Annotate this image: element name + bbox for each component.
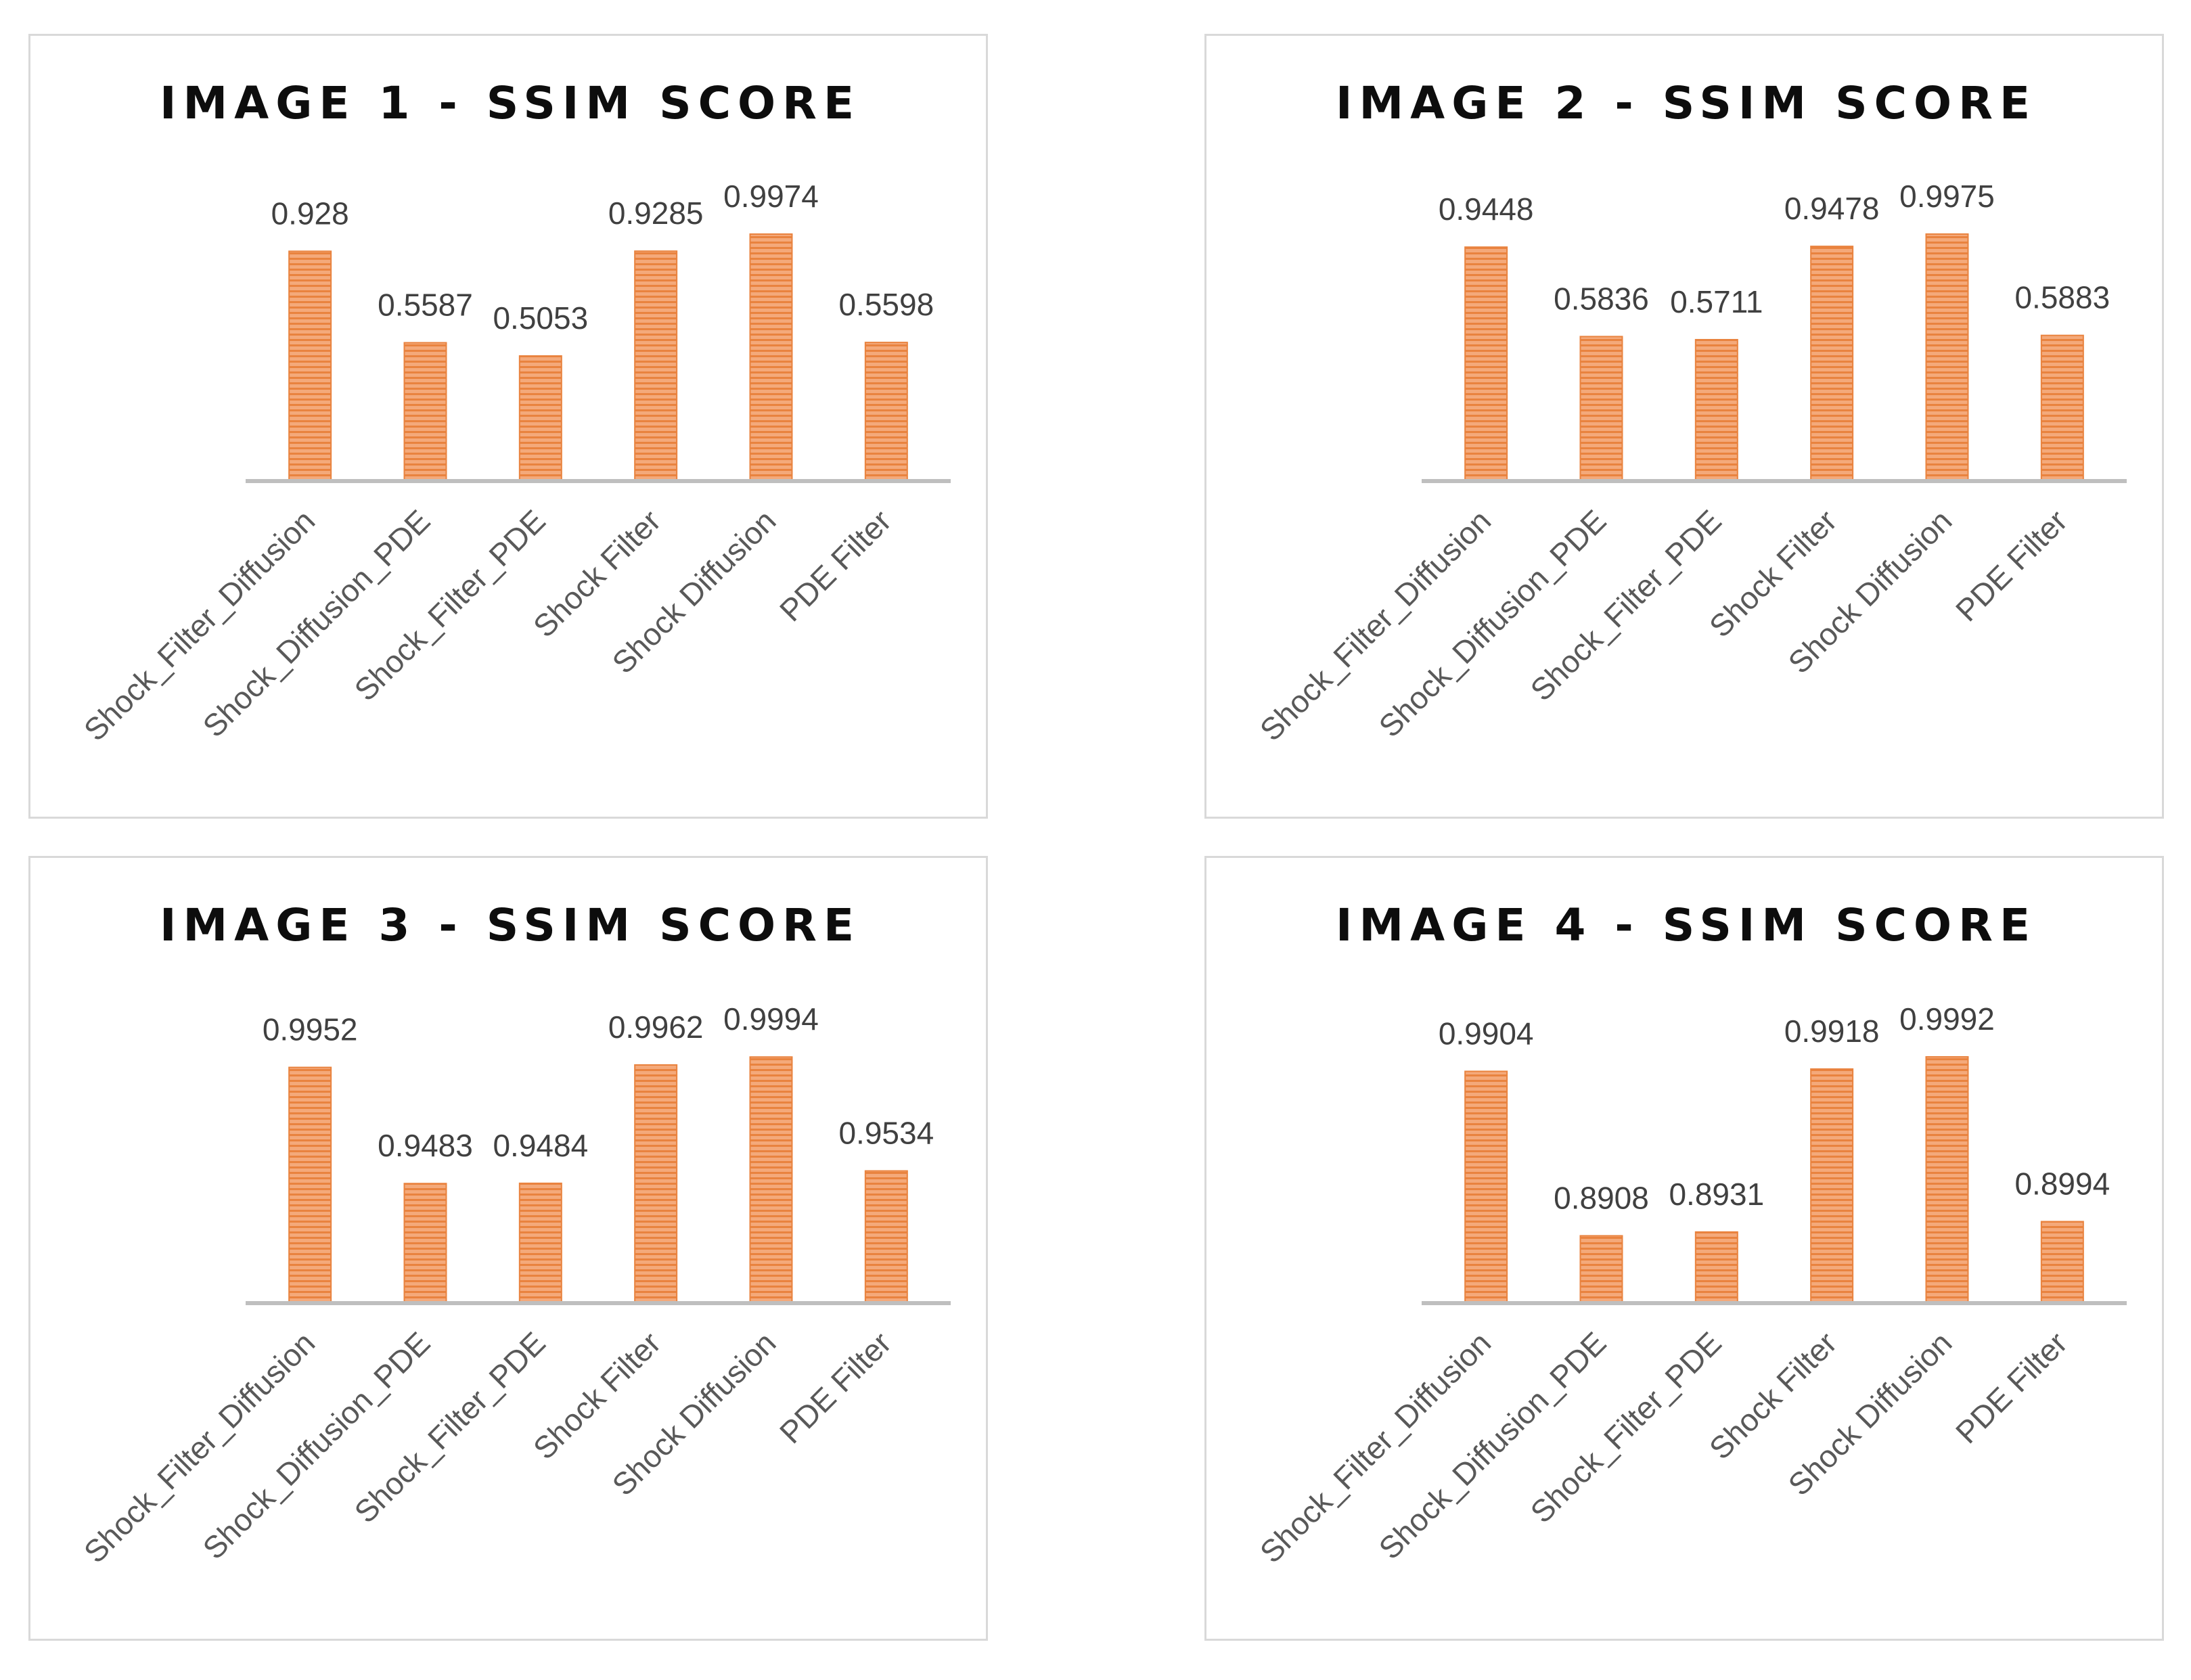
data-label: 0.5587 (378, 288, 473, 323)
chart-panel-1: IMAGE 1 - SSIM SCORE 0.928 Shock_Filter_Di… (28, 34, 988, 819)
bar (518, 1182, 562, 1304)
x-tick-label: PDE Filter (1949, 1325, 2074, 1450)
x-tick-label: PDE Filter (773, 1325, 898, 1450)
data-label: 0.9974 (723, 179, 819, 214)
data-label: 0.5711 (1670, 284, 1763, 319)
x-tick-label: Shock_Diffusion_PDE (196, 503, 436, 744)
bar (1810, 1068, 1854, 1304)
chart-panel-3: IMAGE 3 - SSIM SCORE 0.9952 Shock_Filter_D… (28, 856, 988, 1641)
x-tick-label: Shock_Diffusion_PDE (1372, 1325, 1612, 1566)
bar (749, 1056, 793, 1304)
x-tick-label: Shock_Diffusion_PDE (196, 1325, 436, 1566)
x-tick-label: Shock_Diffusion_PDE (1372, 503, 1612, 744)
bar (864, 1170, 908, 1304)
bar (403, 342, 447, 482)
data-label: 0.9918 (1784, 1014, 1880, 1049)
bar (518, 355, 562, 482)
data-label: 0.9962 (608, 1009, 704, 1045)
data-label: 0.9952 (263, 1012, 358, 1047)
bar (864, 342, 908, 482)
data-label: 0.9994 (723, 1001, 819, 1037)
x-tick-label: Shock_Filter_PDE (1523, 1325, 1728, 1530)
data-label: 0.9483 (378, 1128, 473, 1163)
x-tick-label: Shock_Filter_Diffusion (1253, 1325, 1498, 1570)
chart-title: IMAGE 1 - SSIM SCORE (160, 77, 861, 129)
bar-chart-1: IMAGE 1 - SSIM SCORE 0.928 Shock_Filter_Di… (77, 77, 951, 748)
bar (1464, 246, 1508, 482)
bar (1925, 1055, 1969, 1304)
bar (1810, 246, 1854, 482)
x-tick-label: Shock_Filter_Diffusion (77, 1325, 322, 1570)
bar (1694, 1231, 1738, 1304)
data-label: 0.9534 (838, 1116, 934, 1151)
data-label: 0.9484 (493, 1128, 588, 1163)
x-tick-label: Shock_Filter_PDE (347, 503, 552, 708)
bar (2040, 1221, 2084, 1304)
bar (288, 250, 332, 482)
data-label: 0.8931 (1669, 1177, 1764, 1212)
x-tick-label: Shock_Filter_PDE (347, 1325, 552, 1530)
bar (403, 1183, 447, 1304)
x-tick-label: PDE Filter (1949, 503, 2074, 628)
data-label: 0.9448 (1439, 191, 1534, 227)
bar-chart-4: IMAGE 4 - SSIM SCORE 0.9904 Shock_Filter_D… (1253, 899, 2127, 1570)
data-label: 0.8908 (1554, 1180, 1649, 1215)
data-label: 0.9478 (1784, 191, 1880, 226)
chart-panel-2: IMAGE 2 - SSIM SCORE 0.9448 Shock_Filter_D… (1204, 34, 2164, 819)
data-label: 0.5598 (838, 287, 934, 322)
data-label: 0.9975 (1899, 179, 1995, 214)
data-label: 0.9285 (608, 196, 704, 231)
bar-chart-2: IMAGE 2 - SSIM SCORE 0.9448 Shock_Filter_D… (1253, 77, 2127, 748)
bar (1579, 336, 1623, 482)
bar (1464, 1070, 1508, 1304)
bar (1694, 338, 1738, 482)
bar (1579, 1235, 1623, 1304)
bar-chart-3: IMAGE 3 - SSIM SCORE 0.9952 Shock_Filter_D… (77, 899, 951, 1570)
data-label: 0.5883 (2014, 280, 2110, 315)
chart-title: IMAGE 2 - SSIM SCORE (1336, 77, 2037, 129)
bar (634, 250, 678, 482)
bar (2040, 334, 2084, 482)
bar (1925, 233, 1969, 482)
x-tick-label: PDE Filter (773, 503, 898, 628)
data-label: 0.5836 (1554, 281, 1649, 316)
data-label: 0.8994 (2014, 1166, 2110, 1201)
bar (634, 1064, 678, 1304)
data-label: 0.928 (271, 196, 349, 231)
data-label: 0.5053 (493, 300, 588, 336)
x-tick-label: Shock_Filter_Diffusion (1253, 503, 1498, 748)
bar (288, 1066, 332, 1304)
x-tick-label: Shock_Filter_Diffusion (77, 503, 322, 748)
x-tick-label: Shock_Filter_PDE (1523, 503, 1728, 708)
bar (749, 233, 793, 482)
chart-panel-4: IMAGE 4 - SSIM SCORE 0.9904 Shock_Filter_D… (1204, 856, 2164, 1641)
chart-title: IMAGE 4 - SSIM SCORE (1336, 899, 2037, 951)
data-label: 0.9904 (1439, 1016, 1534, 1051)
data-label: 0.9992 (1899, 1001, 1995, 1037)
chart-title: IMAGE 3 - SSIM SCORE (160, 899, 861, 951)
